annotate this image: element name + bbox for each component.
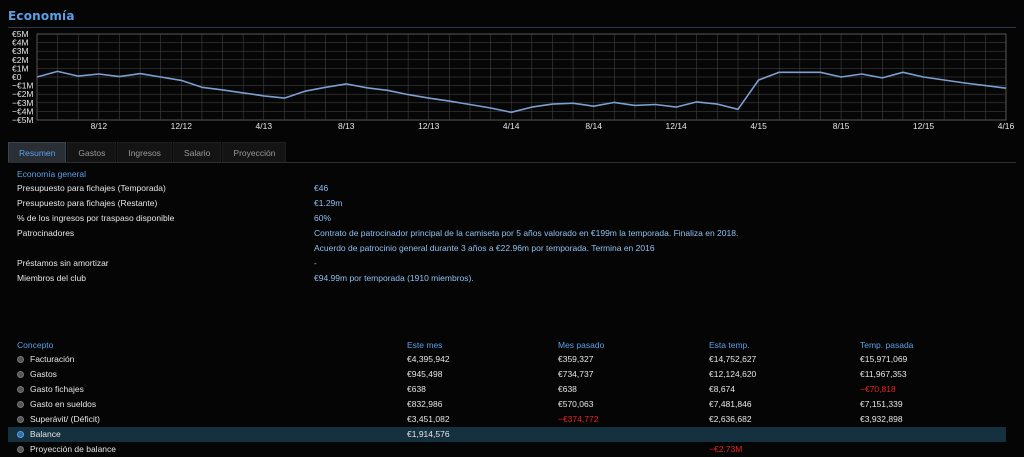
section-title-general-economy: Economía general xyxy=(17,169,86,179)
chart-series-line xyxy=(36,70,1007,114)
table-cell: €570,063 xyxy=(558,399,594,409)
chart-x-tick-label: 4/14 xyxy=(503,121,520,130)
tab-resumen[interactable]: Resumen xyxy=(8,142,67,162)
chart-y-tick-label: −€5M xyxy=(12,115,34,125)
chart-y-tick-label: €4M xyxy=(12,38,29,48)
row-toggle-icon[interactable] xyxy=(17,356,24,363)
table-cell: €945,498 xyxy=(407,369,443,379)
table-cell: €12,124,620 xyxy=(709,369,757,379)
chart-y-tick-label: €0 xyxy=(12,72,22,82)
row-label: Proyección de balance xyxy=(30,444,117,454)
tab-bar: Resumen Gastos Ingresos Salario Proyección xyxy=(8,142,287,162)
chart-x-tick-label: 12/12 xyxy=(171,121,193,130)
table-cell: €3,932,898 xyxy=(860,414,903,424)
table-row[interactable]: Gastos €945,498 €734,737 €12,124,620 €11,967… xyxy=(8,367,1006,382)
table-cell: €734,737 xyxy=(558,369,594,379)
table-cell: €638 xyxy=(407,384,426,394)
tab-ingresos[interactable]: Ingresos xyxy=(117,142,172,162)
table-row[interactable]: Facturación €4,395,942 €359,327 €14,752,627… xyxy=(8,352,1006,367)
chart-y-tick-label: −€3M xyxy=(12,98,34,108)
table-cell: €11,967,353 xyxy=(860,369,907,379)
summary-label: Presupuesto para fichajes (Restante) xyxy=(17,198,158,208)
row-toggle-icon[interactable] xyxy=(17,386,24,393)
chart-y-tick-label: €3M xyxy=(12,46,29,56)
table-cell: €14,752,627 xyxy=(709,354,757,364)
row-label: Balance xyxy=(30,429,61,439)
summary-label: Préstamos sin amortizar xyxy=(17,258,109,268)
table-cell: €15,971,069 xyxy=(860,354,908,364)
table-cell: −€2.73M xyxy=(709,444,743,454)
chart-x-tick-label: 8/13 xyxy=(338,121,355,130)
summary-value: - xyxy=(314,258,317,268)
summary-value: €94.99m por temporada (1910 miembros). xyxy=(314,273,474,283)
table-cell: −€70,818 xyxy=(860,384,896,394)
column-header[interactable]: Temp. pasada xyxy=(860,340,914,350)
summary-label: Patrocinadores xyxy=(17,228,75,238)
chart-y-tick-label: €5M xyxy=(12,30,29,39)
table-row[interactable]: Gasto en sueldos €832,986 €570,063 €7,481,8… xyxy=(8,397,1006,412)
table-cell: −€374,772 xyxy=(558,414,599,424)
summary-value: €1.29m xyxy=(314,198,343,208)
table-cell: €7,481,846 xyxy=(709,399,752,409)
chart-y-tick-label: €2M xyxy=(12,55,29,65)
row-label: Superávit/ (Déficit) xyxy=(30,414,100,424)
row-toggle-icon[interactable] xyxy=(17,371,24,378)
chart-x-tick-label: 8/14 xyxy=(585,121,602,130)
row-label: Gasto fichajes xyxy=(30,384,84,394)
summary-value: €46 xyxy=(314,183,329,193)
table-row[interactable]: Balance €1,914,576 xyxy=(8,427,1006,442)
chart-x-tick-label: 12/14 xyxy=(665,121,687,130)
title-divider xyxy=(8,27,1016,28)
summary-label: % de los ingresos por traspaso disponibl… xyxy=(17,213,175,223)
summary-value: 60% xyxy=(314,213,332,223)
table-row[interactable]: Superávit/ (Déficit) €3,451,082 −€374,772 €… xyxy=(8,412,1006,427)
table-cell: €4,395,942 xyxy=(407,354,450,364)
chart-y-tick-label: −€1M xyxy=(12,81,34,91)
column-header[interactable]: Concepto xyxy=(17,340,54,350)
row-label: Facturación xyxy=(30,354,75,364)
chart-x-tick-label: 12/15 xyxy=(913,121,935,130)
finance-table: Concepto Este mes Mes pasado Esta temp. Temp… xyxy=(8,338,1006,457)
table-cell: €359,327 xyxy=(558,354,594,364)
tab-salario[interactable]: Salario xyxy=(172,142,222,162)
chart-y-tick-label: −€4M xyxy=(12,106,34,116)
balance-history-chart: €5M€4M€3M€2M€1M€0−€1M−€2M−€3M−€4M−€5M 8/1… xyxy=(12,30,1015,130)
chart-y-tick-label: −€2M xyxy=(12,89,34,99)
table-header: Concepto Este mes Mes pasado Esta temp. Temp… xyxy=(8,338,1006,352)
summary-label: Presupuesto para fichajes (Temporada) xyxy=(17,183,166,193)
chart-x-tick-label: 8/12 xyxy=(91,121,108,130)
tab-gastos[interactable]: Gastos xyxy=(67,142,117,162)
table-row[interactable]: Gasto fichajes €638 €638 €8,674 −€70,818 xyxy=(8,382,1006,397)
chart-x-tick-label: 12/13 xyxy=(418,121,440,130)
tab-proyeccion[interactable]: Proyección xyxy=(222,142,287,162)
row-label: Gastos xyxy=(30,369,57,379)
chart-y-tick-label: €1M xyxy=(12,63,29,73)
row-toggle-icon[interactable] xyxy=(17,401,24,408)
summary-value: Contrato de patrocinador principal de la… xyxy=(314,228,739,238)
row-label: Gasto en sueldos xyxy=(30,399,97,409)
row-toggle-icon[interactable] xyxy=(17,446,24,453)
table-cell: €1,914,576 xyxy=(407,429,450,439)
table-cell: €8,674 xyxy=(709,384,735,394)
table-cell: €638 xyxy=(558,384,577,394)
chart-x-tick-label: 4/13 xyxy=(256,121,273,130)
column-header[interactable]: Mes pasado xyxy=(558,340,605,350)
tab-divider xyxy=(8,162,1016,163)
table-cell: €2,636,682 xyxy=(709,414,752,424)
table-row[interactable]: Proyección de balance −€2.73M xyxy=(8,442,1006,457)
page-title: Economía xyxy=(8,9,75,23)
row-toggle-icon[interactable] xyxy=(17,431,24,438)
table-cell: €832,986 xyxy=(407,399,443,409)
table-cell: €3,451,082 xyxy=(407,414,450,424)
summary-value: Acuerdo de patrocinio general durante 3 … xyxy=(314,243,655,253)
row-toggle-icon[interactable] xyxy=(17,416,24,423)
chart-x-tick-label: 8/15 xyxy=(833,121,850,130)
table-cell: €7,151,339 xyxy=(860,399,903,409)
column-header[interactable]: Este mes xyxy=(407,340,443,350)
chart-x-tick-label: 4/16 xyxy=(998,121,1015,130)
column-header[interactable]: Esta temp. xyxy=(709,340,750,350)
summary-label: Miembros del club xyxy=(17,273,86,283)
chart-x-tick-label: 4/15 xyxy=(750,121,767,130)
